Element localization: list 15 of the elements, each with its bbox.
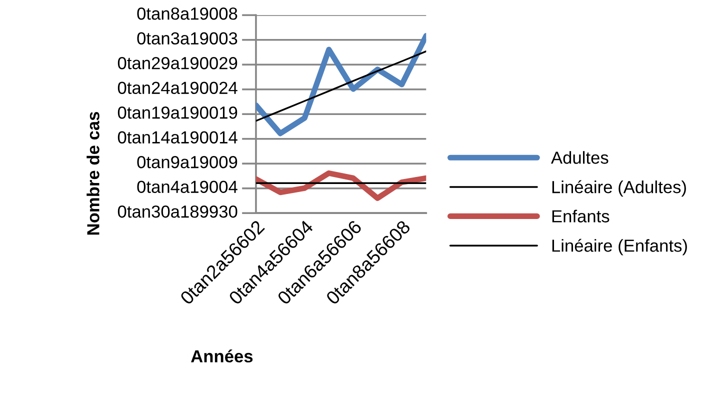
text: 0tan8a19008 — [137, 8, 238, 20]
text: 0tan14a190014 — [118, 131, 238, 144]
text: Linéaire (Adultes) — [552, 180, 686, 197]
y-axis-title: Nombre de cas — [86, 112, 100, 235]
text: 0tan24a190024 — [118, 82, 238, 94]
text: 0tan29a190029 — [118, 56, 238, 70]
text: Adultes — [551, 151, 608, 164]
text: Linéaire (Enfants) — [552, 238, 687, 256]
text: 0tan4a19004 — [137, 180, 238, 194]
text: 0tan30a189930 — [118, 205, 238, 218]
text: 0tan19a190019 — [118, 106, 238, 119]
x-axis-title: Années — [191, 350, 253, 362]
text: 0tan3a19003 — [137, 32, 238, 45]
text: Enfants — [552, 210, 610, 222]
text: 0tan9a19009 — [137, 156, 238, 168]
